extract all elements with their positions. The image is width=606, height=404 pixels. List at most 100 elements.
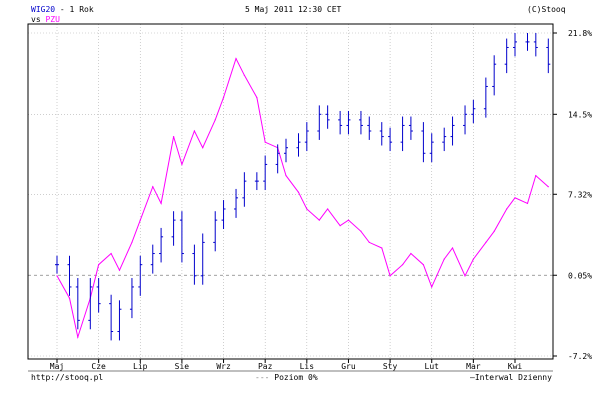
wig20-bar — [284, 138, 288, 163]
pzu-point — [131, 241, 133, 243]
pzu-point — [514, 197, 516, 199]
wig20-bar — [192, 244, 197, 285]
pzu-point — [56, 275, 58, 277]
pzu-point — [368, 241, 370, 243]
wig20-bar — [358, 110, 363, 135]
solid-line-icon: — — [470, 373, 475, 382]
wig20-bar — [138, 255, 143, 296]
dashed-line-icon: --- — [255, 373, 270, 382]
wig20-bar — [275, 144, 280, 174]
wig20-bar — [150, 244, 155, 274]
wig20-bar — [471, 99, 476, 124]
pzu-point — [118, 269, 121, 271]
pzu-point — [77, 336, 79, 338]
y-tick-label: 0.05% — [568, 271, 592, 280]
pzu-point — [443, 258, 445, 260]
plot-frame — [27, 23, 554, 360]
x-tick-label: Paz — [258, 362, 273, 371]
wig20-bar — [304, 122, 309, 152]
wig20-bar — [450, 116, 455, 146]
wig20-bar — [400, 116, 405, 152]
pzu-point — [360, 230, 362, 232]
x-tick-label: Sie — [175, 362, 190, 371]
interval-label: —Interwal Dzienny — [470, 373, 552, 382]
pzu-point — [535, 174, 537, 177]
x-tick-label: Maj — [50, 362, 64, 371]
wig20-bar — [67, 255, 72, 296]
axis-layer: Maj Cze Lip Sie Wrz Paz Lis Gru Sty Lut Mar Kwi 21.8… — [27, 23, 592, 372]
pzu-point — [389, 275, 391, 277]
wig20-bar — [55, 255, 59, 274]
y-tick-label: 7.32% — [568, 190, 592, 199]
pzu-point — [327, 208, 329, 210]
wig20-bar — [88, 278, 93, 330]
x-tick-label: Mar — [466, 362, 481, 371]
wig20-bar — [109, 294, 114, 341]
wig20-bar — [525, 33, 530, 51]
grid-layer — [28, 24, 553, 359]
pzu-point — [98, 264, 100, 266]
x-tick-label: Sty — [383, 362, 398, 371]
pzu-point — [110, 252, 112, 255]
y-tick-label: -7.2% — [568, 352, 592, 361]
pzu-point — [139, 219, 141, 221]
wig20-bar — [421, 122, 426, 163]
wig20-bar — [513, 33, 517, 57]
pzu-point — [172, 135, 175, 138]
wig20-bar — [179, 211, 184, 263]
wig20-bar — [429, 133, 434, 163]
wig20-bar — [346, 110, 351, 135]
chart-title-line2: vs PZU — [31, 15, 60, 24]
pzu-point — [214, 119, 216, 121]
wig20-bar — [338, 110, 343, 135]
x-tick-label: Wrz — [216, 362, 231, 371]
wig20-bar — [117, 300, 122, 341]
source-url[interactable]: http://stooq.pl — [31, 373, 104, 382]
pzu-point — [401, 264, 404, 266]
zero-level-label: Poziom 0% — [274, 373, 318, 382]
pzu-point — [526, 202, 529, 205]
pzu-point — [285, 174, 287, 177]
wig20-bar — [234, 188, 239, 218]
pzu-point — [451, 247, 454, 249]
copyright[interactable]: (C)Stooq — [527, 5, 566, 14]
wig20-bar — [213, 211, 218, 252]
wig20-bar — [408, 116, 413, 140]
wig20-bar — [492, 55, 497, 96]
pzu-point — [264, 141, 266, 143]
wig20-bar — [242, 172, 247, 207]
wig20-bar — [296, 133, 301, 157]
pzu-point — [506, 208, 508, 210]
wig20-bar — [388, 127, 393, 152]
wig20-bar — [325, 105, 330, 129]
wig20-bar — [483, 77, 488, 118]
zero-level-legend: --- Poziom 0% — [255, 373, 318, 382]
wig20-bar — [75, 278, 80, 330]
pzu-point — [422, 264, 424, 266]
pzu-point — [339, 225, 341, 227]
series2-name[interactable]: PZU — [45, 15, 60, 24]
wig20-bar — [96, 278, 101, 313]
pzu-point — [297, 191, 300, 193]
x-tick-label: Gru — [341, 362, 356, 371]
pzu-point — [493, 230, 495, 232]
wig20-bar — [159, 227, 164, 263]
series1-name[interactable]: WIG20 — [31, 5, 56, 14]
pzu-point — [68, 297, 71, 299]
wig20-bar — [129, 278, 134, 319]
pzu-point — [547, 186, 549, 188]
x-tick-label: Lis — [300, 362, 315, 371]
pzu-point — [160, 202, 162, 205]
x-tick-label: Lut — [425, 362, 440, 371]
pzu-point — [235, 58, 237, 60]
pzu-point — [318, 219, 320, 221]
pzu-point — [193, 130, 195, 132]
vs-label: vs — [31, 15, 41, 24]
series1-suffix: - 1 Rok — [59, 5, 94, 14]
y-tick-label: 14.5% — [568, 110, 592, 119]
chart-title-line1: WIG20 - 1 Rok — [31, 5, 94, 14]
pzu-point — [306, 208, 308, 210]
pzu-point — [222, 97, 225, 99]
pzu-point — [410, 252, 412, 255]
